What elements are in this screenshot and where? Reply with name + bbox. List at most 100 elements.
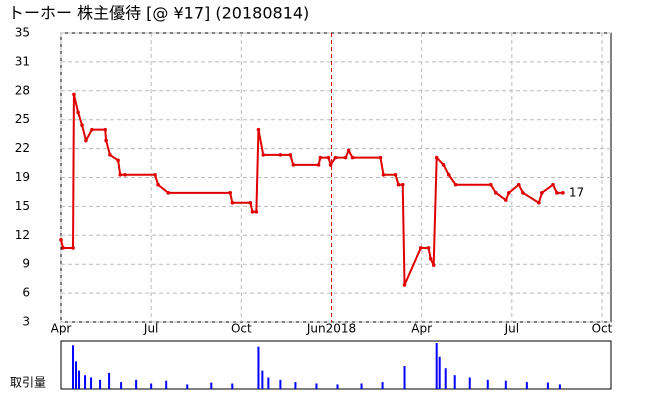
price-point <box>116 158 120 163</box>
price-point <box>230 200 235 205</box>
y-tick-label: 6 <box>22 286 30 300</box>
volume-bar <box>120 382 123 389</box>
price-point <box>326 155 331 160</box>
price-point <box>104 138 108 143</box>
price-point <box>343 155 348 160</box>
volume-bar <box>135 379 138 389</box>
last-value-label: 17 <box>569 185 584 199</box>
price-point <box>555 191 559 195</box>
volume-bar <box>315 383 318 389</box>
chart-title: トーホー 株主優待 [@ ¥17] (20180814) <box>8 4 309 23</box>
price-point <box>278 153 283 157</box>
volume-bar <box>504 380 507 389</box>
price-point <box>59 238 63 242</box>
price-point <box>537 200 541 205</box>
price-point <box>402 283 407 287</box>
volume-bar <box>165 380 168 389</box>
price-point <box>261 153 266 157</box>
volume-bar <box>558 384 561 389</box>
volume-bar <box>444 368 447 389</box>
price-point <box>434 155 439 160</box>
price-point <box>156 182 160 187</box>
price-point <box>400 182 405 187</box>
volume-bar <box>150 383 153 389</box>
volume-frame <box>60 340 612 390</box>
volume-bar <box>90 377 93 389</box>
y-tick-label: 9 <box>22 257 30 271</box>
price-point <box>561 191 565 195</box>
volume-bar <box>261 370 264 389</box>
y-tick-label: 22 <box>15 141 30 155</box>
volume-bar <box>336 384 339 389</box>
price-point <box>250 210 255 214</box>
y-tick-label: 31 <box>15 54 30 68</box>
price-point <box>288 153 293 157</box>
price-point <box>381 172 386 177</box>
volume-bar <box>468 377 471 389</box>
volume-bar <box>360 383 363 389</box>
price-point <box>256 127 261 132</box>
y-tick-label: 12 <box>15 228 30 242</box>
price-point <box>228 191 233 195</box>
price-point <box>521 191 525 195</box>
volume-bar <box>84 375 87 389</box>
price-point <box>103 127 107 132</box>
price-point <box>428 256 433 261</box>
volume-bar <box>99 379 102 389</box>
volume-bar <box>486 379 489 389</box>
volume-bar <box>210 382 213 389</box>
price-point <box>551 182 555 187</box>
volume-bar <box>257 346 260 389</box>
price-point <box>446 172 451 177</box>
volume-bar <box>186 384 189 389</box>
x-tick-label: Apr <box>51 322 72 336</box>
price-point <box>453 182 458 187</box>
volume-bar <box>435 343 438 389</box>
volume-bar <box>231 383 234 389</box>
volume-bar <box>546 382 549 389</box>
price-point <box>540 191 544 195</box>
price-line <box>60 94 563 286</box>
price-point <box>431 263 436 267</box>
price-point <box>84 138 88 143</box>
price-point <box>333 155 338 160</box>
volume-bar <box>75 361 78 389</box>
y-tick-label: 15 <box>15 199 30 213</box>
price-point <box>441 163 446 167</box>
price-point <box>90 127 94 132</box>
y-tick-label: 28 <box>15 83 30 97</box>
x-tick-label: Oct <box>592 322 613 336</box>
price-point <box>316 163 321 167</box>
price-point <box>507 191 511 195</box>
price-point <box>426 246 431 250</box>
x-tick-label: Jul <box>143 322 158 336</box>
price-point <box>318 155 323 160</box>
price-point <box>291 163 296 167</box>
x-tick-label: Oct <box>231 322 252 336</box>
price-point <box>328 163 333 167</box>
price-point <box>494 191 498 195</box>
y-tick-label: 19 <box>15 170 30 184</box>
price-point <box>488 182 493 187</box>
y-tick-label: 3 <box>22 315 30 329</box>
price-point <box>378 155 383 160</box>
price-point <box>72 92 76 97</box>
price-point <box>153 172 157 177</box>
volume-bar <box>525 382 528 389</box>
volume-bar <box>267 377 270 389</box>
price-point <box>71 246 75 250</box>
volume-bar <box>279 379 282 389</box>
price-point <box>248 200 253 205</box>
price-point <box>118 172 123 177</box>
volume-bar <box>108 372 111 389</box>
price-point <box>396 182 401 187</box>
x-tick-label: Apr <box>411 322 432 336</box>
volume-bar <box>381 382 384 389</box>
price-point <box>516 182 521 187</box>
volume-bar <box>438 356 441 389</box>
y-tick-label: 25 <box>15 112 30 126</box>
price-point <box>108 153 112 157</box>
price-point <box>418 246 423 250</box>
price-point <box>76 110 80 115</box>
